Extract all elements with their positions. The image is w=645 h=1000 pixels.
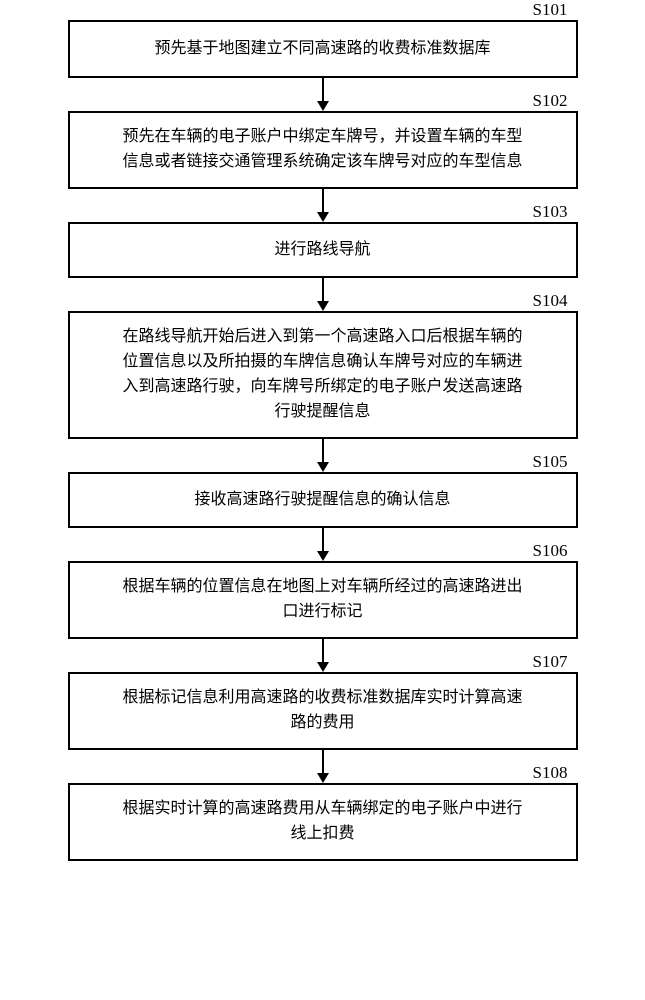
step-label: S101 — [533, 0, 568, 20]
arrow-down-icon — [317, 639, 329, 672]
arrow-down-icon — [317, 78, 329, 111]
flowchart: 预先基于地图建立不同高速路的收费标准数据库S101 预先在车辆的电子账户中绑定车牌… — [0, 20, 645, 861]
step-box: 预先在车辆的电子账户中绑定车牌号，并设置车辆的车型 信息或者链接交通管理系统确定… — [68, 111, 578, 189]
step-label: S102 — [533, 91, 568, 111]
step-s104: 在路线导航开始后进入到第一个高速路入口后根据车辆的 位置信息以及所拍摄的车牌信息… — [0, 311, 645, 439]
step-box: 预先基于地图建立不同高速路的收费标准数据库S101 — [68, 20, 578, 78]
step-s107: 根据标记信息利用高速路的收费标准数据库实时计算高速 路的费用S107 — [0, 672, 645, 750]
arrow-down-icon — [317, 439, 329, 472]
step-label: S108 — [533, 763, 568, 783]
step-label: S105 — [533, 452, 568, 472]
step-text: 预先基于地图建立不同高速路的收费标准数据库 — [154, 37, 490, 62]
step-box: 根据标记信息利用高速路的收费标准数据库实时计算高速 路的费用S107 — [68, 672, 578, 750]
step-box: 进行路线导航S103 — [68, 222, 578, 278]
step-label: S107 — [533, 652, 568, 672]
step-text: 进行路线导航 — [274, 238, 370, 263]
step-label: S104 — [533, 291, 568, 311]
step-s106: 根据车辆的位置信息在地图上对车辆所经过的高速路进出 口进行标记S106 — [0, 561, 645, 639]
step-s105: 接收高速路行驶提醒信息的确认信息S105 — [0, 472, 645, 528]
arrow-down-icon — [317, 528, 329, 561]
step-text: 预先在车辆的电子账户中绑定车牌号，并设置车辆的车型 信息或者链接交通管理系统确定… — [122, 125, 522, 175]
arrow-down-icon — [317, 189, 329, 222]
step-s103: 进行路线导航S103 — [0, 222, 645, 278]
step-text: 根据标记信息利用高速路的收费标准数据库实时计算高速 路的费用 — [122, 686, 522, 736]
step-text: 根据车辆的位置信息在地图上对车辆所经过的高速路进出 口进行标记 — [122, 575, 522, 625]
step-box: 接收高速路行驶提醒信息的确认信息S105 — [68, 472, 578, 528]
step-box: 在路线导航开始后进入到第一个高速路入口后根据车辆的 位置信息以及所拍摄的车牌信息… — [68, 311, 578, 439]
arrow-down-icon — [317, 278, 329, 311]
step-text: 在路线导航开始后进入到第一个高速路入口后根据车辆的 位置信息以及所拍摄的车牌信息… — [122, 325, 522, 424]
step-label: S106 — [533, 541, 568, 561]
step-s102: 预先在车辆的电子账户中绑定车牌号，并设置车辆的车型 信息或者链接交通管理系统确定… — [0, 111, 645, 189]
step-s108: 根据实时计算的高速路费用从车辆绑定的电子账户中进行 线上扣费S108 — [0, 783, 645, 861]
step-text: 接收高速路行驶提醒信息的确认信息 — [194, 488, 450, 513]
arrow-down-icon — [317, 750, 329, 783]
step-label: S103 — [533, 202, 568, 222]
step-box: 根据实时计算的高速路费用从车辆绑定的电子账户中进行 线上扣费S108 — [68, 783, 578, 861]
step-text: 根据实时计算的高速路费用从车辆绑定的电子账户中进行 线上扣费 — [122, 797, 522, 847]
step-s101: 预先基于地图建立不同高速路的收费标准数据库S101 — [0, 20, 645, 78]
step-box: 根据车辆的位置信息在地图上对车辆所经过的高速路进出 口进行标记S106 — [68, 561, 578, 639]
